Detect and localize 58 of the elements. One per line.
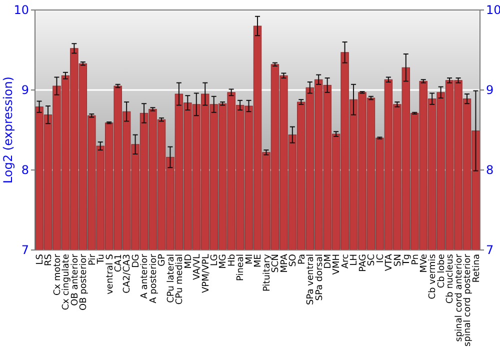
x-tick-label: IC xyxy=(376,254,386,263)
x-tick-label: GP xyxy=(158,253,168,266)
x-tick-label: MG xyxy=(218,254,229,269)
x-tick-label: SC xyxy=(367,254,378,266)
x-tick-label: Cb vermis xyxy=(428,254,438,300)
y2-tick-label: 9 xyxy=(486,83,494,98)
y-tick-label: 8 xyxy=(21,163,29,178)
x-tick-label: Pineal xyxy=(236,254,246,281)
x-tick-label: SCN xyxy=(271,254,282,273)
x-tick-label: Cb nucleus xyxy=(446,254,456,304)
y-axis-title: Log2 (expression) xyxy=(1,76,15,184)
x-tick-label: CPu lateral xyxy=(166,254,176,303)
y-tick-label: 9 xyxy=(21,83,29,98)
x-tick-label: spinal cord posterior xyxy=(463,254,474,346)
x-tick-label: Pir xyxy=(88,254,98,266)
x-tick-label: Pn xyxy=(410,254,421,265)
x-tick-label: Cx motor xyxy=(52,254,63,296)
x-tick-label: Hb xyxy=(227,254,238,266)
y2-tick-label: 7 xyxy=(486,243,494,258)
x-tick-label: CPu medial xyxy=(175,254,186,305)
x-tick-label: OB posterior xyxy=(79,254,90,311)
x-tick-label: VMH xyxy=(332,254,342,275)
x-tick-label: Pituitary xyxy=(262,253,272,292)
x-tick-label: A posterior xyxy=(148,254,159,304)
x-tick-label: A anterior xyxy=(140,254,150,299)
x-tick-label: MD xyxy=(184,254,194,269)
x-tick-label: MI xyxy=(244,254,255,264)
x-tick-label: spinal cord anterior xyxy=(454,254,464,342)
x-tick-label: Retina xyxy=(472,254,482,283)
x-tick-label: Cb lobe xyxy=(436,254,447,288)
x-tick-label: SPa ventral xyxy=(306,254,316,305)
y2-tick-label: 8 xyxy=(486,163,494,178)
x-tick-label: VTA xyxy=(384,253,395,272)
x-tick-label: OB anterior xyxy=(70,254,80,306)
x-tick-label: LS xyxy=(35,254,46,265)
x-tick-label: Tg xyxy=(402,254,412,266)
y-tick-label: 10 xyxy=(14,3,29,18)
x-tick-label: SN xyxy=(393,254,404,266)
y-tick-label: 7 xyxy=(21,243,29,258)
x-tick-label: ME xyxy=(254,254,264,268)
x-tick-label: DM xyxy=(323,254,334,269)
x-tick-label: Arc xyxy=(340,254,351,269)
x-tick-label: ventral S xyxy=(105,254,116,294)
x-tick-label: CA1 xyxy=(114,254,124,272)
x-tick-label: PAG xyxy=(358,254,368,272)
x-tick-label: SO xyxy=(288,254,299,267)
x-tick-label: MPA xyxy=(280,253,290,273)
x-tick-label: SPa dorsal xyxy=(314,254,325,301)
x-tick-label: Pa xyxy=(297,254,308,265)
x-tick-label: Cx cingulate xyxy=(62,254,72,310)
x-tick-label: Tu xyxy=(96,254,107,265)
x-tick-label: CA2/CA3 xyxy=(122,254,133,294)
x-tick-label: LH xyxy=(350,254,360,266)
x-tick-label: RS xyxy=(44,254,54,266)
x-tick-label: VA/VL xyxy=(192,254,203,280)
x-tick-label: DG xyxy=(131,254,142,268)
x-tick-label: VPM/VPL xyxy=(201,254,212,293)
x-tick-label: MVe xyxy=(420,254,430,273)
